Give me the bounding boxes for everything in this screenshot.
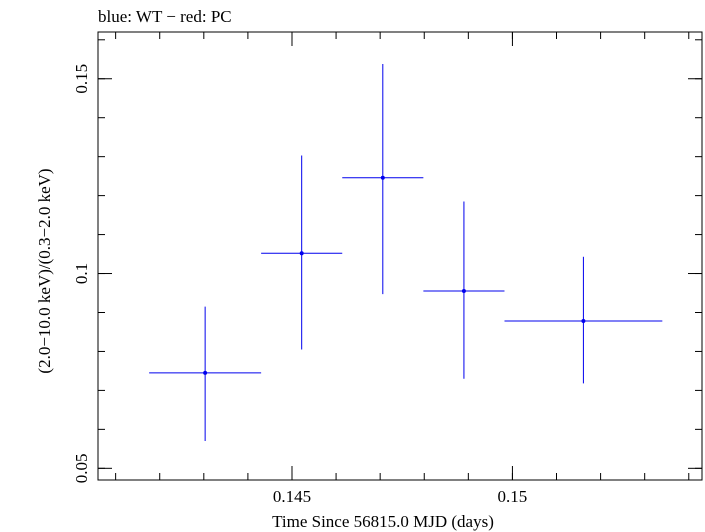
x-tick-label: 0.145 [273, 487, 311, 506]
y-tick-label: 0.1 [72, 263, 91, 284]
plot-frame [97, 31, 703, 481]
data-point [461, 289, 466, 294]
axis-tick-labels: 0.145 0.15 0.05 0.1 0.15 [72, 64, 527, 506]
data-marks [149, 63, 663, 442]
data-point [203, 370, 208, 375]
x-axis-label: Time Since 56815.0 MJD (days) [272, 512, 494, 531]
chart-title: blue: WT − red: PC [98, 7, 232, 26]
y-tick-label: 0.05 [72, 453, 91, 483]
data-point [380, 175, 385, 180]
y-axis-label: (2.0−10.0 keV)/(0.3−2.0 keV) [35, 168, 54, 373]
axis-ticks [98, 32, 702, 480]
data-point [299, 251, 304, 256]
x-tick-label: 0.15 [498, 487, 528, 506]
y-tick-label: 0.15 [72, 64, 91, 94]
data-point [581, 319, 586, 324]
